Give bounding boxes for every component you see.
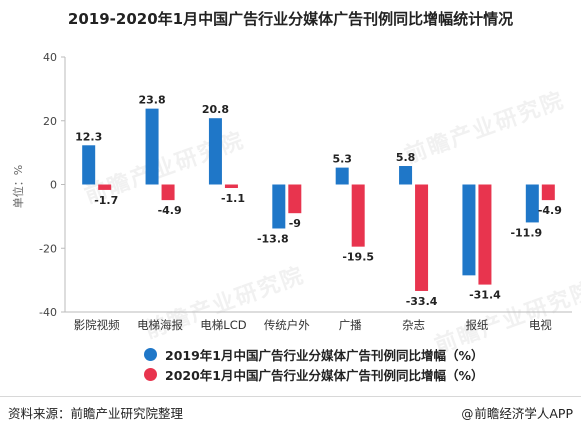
y-tick-label: 20 [43,115,57,128]
data-label: -1.1 [221,192,245,205]
footer: 资料来源：前瞻产业研究院整理 @前瞻经济学人APP [0,396,581,430]
x-tick-label: 广播 [339,318,362,332]
legend-item-2019: 2019年1月中国广告行业分媒体广告刊例同比增幅（%） [144,344,484,364]
x-tick-label: 杂志 [402,318,425,332]
bar [272,184,286,229]
data-label: -13.8 [257,232,289,245]
y-tick-label: 40 [43,51,57,64]
bar [399,166,413,185]
bar [462,184,476,276]
legend-marker-2020 [144,367,157,381]
y-tick-label: -20 [39,242,57,255]
bar [415,184,429,291]
data-label: 5.8 [396,151,416,164]
bar [351,184,365,247]
x-tick-label: 传统户外 [264,318,310,332]
bar [525,184,539,223]
legend-label-2020: 2020年1月中国广告行业分媒体广告刊例同比增幅（%） [165,367,484,383]
data-label: -11.9 [510,226,542,239]
x-tick-label: 电视 [529,318,552,332]
y-tick-label: 0 [50,179,57,192]
at-icon: @ [461,407,474,421]
bar [224,184,238,189]
bar [145,108,159,185]
legend-marker-2019 [144,347,157,361]
bar [541,184,555,201]
data-label: -4.9 [538,204,562,217]
data-label: -33.4 [406,295,438,308]
bar [208,118,222,185]
legend-label-2019: 2019年1月中国广告行业分媒体广告刊例同比增幅（%） [165,347,484,363]
data-label: 23.8 [138,94,165,107]
footer-divider [0,396,581,397]
bar [288,184,302,214]
legend: 2019年1月中国广告行业分媒体广告刊例同比增幅（%） 2020年1月中国广告行… [144,344,484,384]
bar-chart: 40 20 0 -20 -40 单位：% 影院视频 12.3 -1.7 电梯海报 23.8 -4.9 电… [11,51,572,332]
x-tick-label: 报纸 [465,318,488,332]
data-label: -1.7 [94,194,118,207]
x-tick-label: 电梯海报 [137,318,183,332]
data-label: -31.4 [469,289,501,302]
data-label: -19.5 [342,251,374,264]
chart-title: 2019-2020年1月中国广告行业分媒体广告刊例同比增幅统计情况 [67,10,514,28]
data-label: -4.9 [158,204,182,217]
brand-credit: @前瞻经济学人APP [461,403,573,422]
source-note: 资料来源：前瞻产业研究院整理 [8,406,184,421]
y-tick-label: -40 [39,306,57,319]
x-tick-label: 影院视频 [74,318,120,332]
data-label: 5.3 [332,153,352,166]
x-tick-label: 电梯LCD [200,318,246,332]
legend-item-2020: 2020年1月中国广告行业分媒体广告刊例同比增幅（%） [144,364,484,384]
bar [82,145,96,185]
bar [335,167,349,185]
bar [478,184,492,285]
data-label: 20.8 [202,103,229,116]
data-label: -9 [289,217,301,230]
bar [161,184,175,201]
y-axis-label: 单位：% [11,165,25,208]
bar [98,184,112,190]
brand-name: 前瞻经济学人APP [474,406,573,421]
data-label: 12.3 [75,130,102,143]
